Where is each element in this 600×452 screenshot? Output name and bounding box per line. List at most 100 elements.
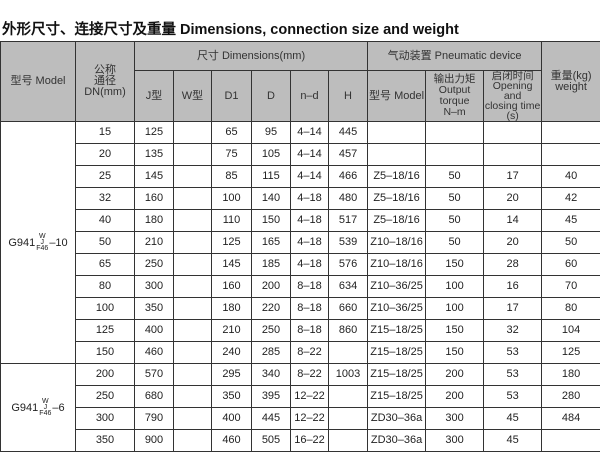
table-cell: 8–22 <box>291 342 329 364</box>
table-cell: 17 <box>484 298 542 320</box>
table-cell: 570 <box>135 364 174 386</box>
table-cell: 4–14 <box>291 144 329 166</box>
model-suffix: –10 <box>49 236 67 248</box>
table-cell: ZD30–36a <box>368 408 426 430</box>
header-pneumatic: 气动装置 Pneumatic device <box>368 42 542 71</box>
table-cell <box>174 166 212 188</box>
table-cell: 80 <box>76 276 135 298</box>
table-cell: 250 <box>135 254 174 276</box>
header-w: W型 <box>174 71 212 122</box>
table-cell: 180 <box>542 364 600 386</box>
table-cell: 12–22 <box>291 386 329 408</box>
table-cell: 45 <box>484 430 542 452</box>
table-cell: 53 <box>484 364 542 386</box>
table-cell: 8–18 <box>291 320 329 342</box>
table-cell: 32 <box>76 188 135 210</box>
table-cell: 40 <box>542 166 600 188</box>
table-cell: 17 <box>484 166 542 188</box>
table-cell <box>368 144 426 166</box>
table-cell: 460 <box>135 342 174 364</box>
table-cell: 100 <box>426 298 484 320</box>
table-cell: 150 <box>426 320 484 342</box>
table-cell: 14 <box>484 210 542 232</box>
table-cell: 295 <box>212 364 252 386</box>
table-cell: 20 <box>484 188 542 210</box>
table-cell: 300 <box>426 430 484 452</box>
dimensions-table: 型号 Model 公称 通径 DN(mm) 尺寸 Dimensions(mm) … <box>0 41 600 452</box>
table-cell: 400 <box>212 408 252 430</box>
table-cell: 15 <box>76 122 135 144</box>
table-cell: 150 <box>426 342 484 364</box>
table-cell <box>174 408 212 430</box>
header-h: H <box>329 71 368 122</box>
table-cell: 115 <box>252 166 291 188</box>
header-d1: D1 <box>212 71 252 122</box>
table-cell: 300 <box>76 408 135 430</box>
header-torque: 输出力矩 Output torque N–m <box>426 71 484 122</box>
table-cell <box>174 320 212 342</box>
table-cell: 8–18 <box>291 298 329 320</box>
table-cell: 20 <box>76 144 135 166</box>
table-cell <box>484 122 542 144</box>
table-cell <box>542 430 600 452</box>
table-cell <box>542 144 600 166</box>
table-cell: 45 <box>484 408 542 430</box>
table-cell <box>174 298 212 320</box>
table-cell: 145 <box>212 254 252 276</box>
table-cell: 125 <box>542 342 600 364</box>
table-cell: 135 <box>135 144 174 166</box>
table-cell: 300 <box>135 276 174 298</box>
header-pmodel: 型号 Model <box>368 71 426 122</box>
table-cell: 70 <box>542 276 600 298</box>
table-cell <box>174 254 212 276</box>
table-cell: 210 <box>135 232 174 254</box>
table-cell: 395 <box>252 386 291 408</box>
table-cell <box>329 408 368 430</box>
table-cell: 350 <box>212 386 252 408</box>
table-cell <box>174 364 212 386</box>
table-cell: 42 <box>542 188 600 210</box>
table-cell: 145 <box>135 166 174 188</box>
table-cell: 8–18 <box>291 276 329 298</box>
page-title: 外形尺寸、连接尺寸及重量 Dimensions, connection size… <box>2 18 459 39</box>
header-nd: n–d <box>291 71 329 122</box>
table-cell: 50 <box>426 210 484 232</box>
table-cell: 457 <box>329 144 368 166</box>
table-cell: Z10–36/25 <box>368 276 426 298</box>
table-cell: 125 <box>135 122 174 144</box>
table-cell <box>426 122 484 144</box>
table-cell: 4–18 <box>291 232 329 254</box>
table-cell: 220 <box>252 298 291 320</box>
table-cell: 125 <box>76 320 135 342</box>
table-cell: ZD30–36a <box>368 430 426 452</box>
table-cell <box>174 430 212 452</box>
table-cell: 576 <box>329 254 368 276</box>
table-cell: 110 <box>212 210 252 232</box>
table-cell: 900 <box>135 430 174 452</box>
table-cell <box>174 144 212 166</box>
table-cell: 104 <box>542 320 600 342</box>
table-cell: 250 <box>252 320 291 342</box>
table-cell: 40 <box>76 210 135 232</box>
table-cell: 200 <box>426 364 484 386</box>
table-cell: 32 <box>484 320 542 342</box>
table-cell: 50 <box>426 232 484 254</box>
table-cell: 210 <box>212 320 252 342</box>
table-cell <box>329 430 368 452</box>
table-cell: 200 <box>76 364 135 386</box>
table-cell: Z5–18/16 <box>368 188 426 210</box>
model-sub: F46 <box>36 245 48 252</box>
table-cell: 466 <box>329 166 368 188</box>
table-cell <box>174 342 212 364</box>
table-cell: 4–18 <box>291 188 329 210</box>
table-cell: 250 <box>76 386 135 408</box>
table-cell: 25 <box>76 166 135 188</box>
header-weight: 重量(kg) weight <box>542 42 600 122</box>
